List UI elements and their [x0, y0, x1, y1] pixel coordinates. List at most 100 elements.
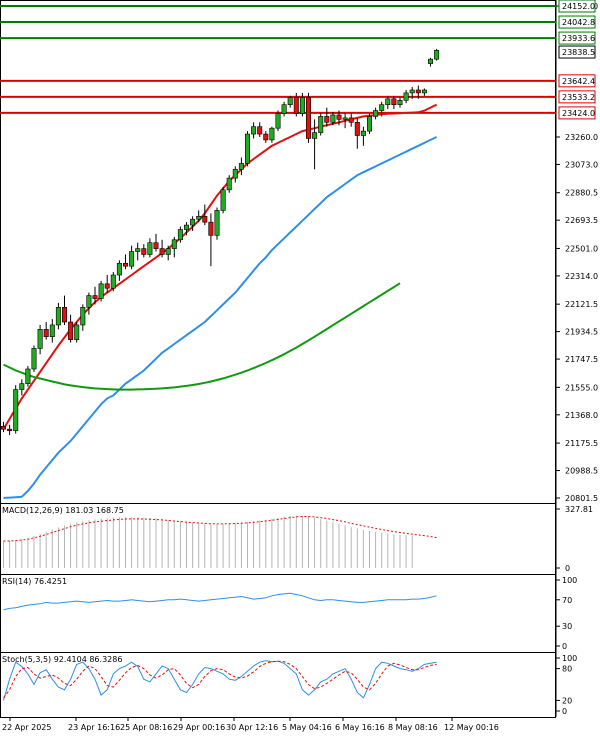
candle-body [281, 104, 287, 114]
candle-body [61, 307, 67, 323]
x-tick-label: 29 Apr 00:16 [173, 723, 225, 732]
candle-body [409, 89, 415, 94]
stoch-tick-label: 0 [562, 707, 567, 716]
candle-body [196, 215, 202, 220]
candle-body [123, 262, 129, 267]
candle-body [165, 248, 171, 255]
candle-body [342, 117, 348, 120]
candle-body [360, 130, 366, 136]
y-tick-label: 21175.5 [565, 439, 598, 448]
stoch-d-line [3, 660, 437, 699]
candle-body [202, 215, 208, 223]
price-tag-box [558, 45, 596, 59]
candle-body [299, 97, 305, 114]
x-tick-label: 8 May 08:16 [388, 723, 438, 732]
candle-body [19, 383, 25, 390]
candle-body [0, 425, 7, 430]
candle-body [13, 389, 19, 431]
y-tick-label: 21555.0 [565, 383, 598, 392]
y-tick-label: 22314.0 [565, 272, 598, 281]
price-tag-label: 23424.0 [562, 109, 595, 118]
candle-body [251, 126, 257, 135]
candle-body [86, 295, 92, 308]
y-tick-label: 22693.5 [565, 216, 598, 225]
candle-body [98, 283, 104, 299]
macd-label: MACD(12,26,9) 181.03 168.75 [2, 506, 124, 515]
y-tick-label: 21747.5 [565, 355, 598, 364]
candle-body [245, 133, 251, 164]
y-tick-label: 23260.0 [565, 133, 598, 142]
candle-body [293, 97, 299, 114]
candle-body [43, 329, 49, 337]
candle-body [238, 163, 244, 170]
macd-tick-label: 0 [565, 564, 570, 573]
moving-average-line [3, 282, 401, 391]
candle-body [348, 117, 354, 123]
y-tick-label: 22880.5 [565, 189, 598, 198]
candle-body [31, 348, 37, 370]
candle-body [177, 229, 183, 241]
x-tick-label: 22 Apr 2025 [2, 723, 51, 732]
macd-tick-label: 327.81 [565, 505, 593, 514]
candle-body [129, 251, 135, 267]
y-tick-label: 20801.5 [565, 494, 598, 503]
candle-body [153, 242, 159, 249]
candle-body [104, 283, 110, 289]
candle-body [37, 329, 43, 349]
price-tag-label: 24042.8 [562, 18, 595, 27]
x-tick-label: 23 Apr 16:16 [68, 723, 120, 732]
candle-body [55, 307, 61, 326]
stoch-k-line [3, 660, 437, 701]
candle-body [80, 307, 86, 326]
price-tag-box [558, 90, 596, 104]
candle-body [287, 97, 293, 105]
candle-body [330, 114, 336, 123]
stoch-label: Stoch(5,3,5) 92.4104 86.3286 [2, 655, 122, 664]
price-tag-label: 23838.5 [562, 48, 595, 57]
candle-body [427, 58, 433, 64]
candle-body [385, 98, 391, 105]
candle-body [269, 127, 275, 141]
price-tag-box [558, 74, 596, 88]
price-tag-label: 23642.4 [562, 77, 595, 86]
price-tag-box [558, 31, 596, 45]
candle-body [49, 324, 55, 337]
candle-body [257, 126, 263, 135]
candle-body [226, 177, 232, 191]
rsi-label: RSI(14) 76.4251 [2, 577, 67, 586]
candle-body [208, 221, 214, 236]
candle-body [275, 113, 281, 129]
macd-signal-line [3, 516, 437, 542]
candle-body [116, 262, 122, 276]
rsi-tick-label: 70 [562, 596, 572, 605]
candle-body [324, 116, 330, 123]
x-tick-label: 25 Apr 08:16 [120, 723, 172, 732]
x-tick-label: 6 May 16:16 [335, 723, 385, 732]
y-tick-label: 22501.0 [565, 244, 598, 253]
candle-body [92, 295, 98, 299]
candle-body [263, 133, 269, 141]
candle-body [220, 189, 226, 211]
candle-body [25, 368, 31, 384]
candle-body [421, 89, 427, 94]
candle-body [336, 114, 342, 120]
stoch-tick-label: 20 [562, 696, 572, 705]
rsi-tick-label: 100 [562, 576, 577, 585]
stoch-tick-label: 80 [562, 665, 572, 674]
candle-body [147, 242, 153, 255]
candle-body [184, 224, 190, 230]
price-tag-label: 23533.2 [562, 93, 595, 102]
price-tag-box [558, 0, 596, 13]
x-tick-label: 12 May 00:16 [444, 723, 499, 732]
moving-average-line [2, 103, 438, 430]
stoch-tick-label: 100 [562, 654, 577, 663]
candle-body [214, 210, 220, 236]
candle-body [135, 248, 141, 252]
candle-body [415, 89, 421, 94]
rsi-tick-label: 30 [562, 622, 572, 631]
candle-body [68, 321, 74, 340]
rsi-line [3, 592, 437, 611]
